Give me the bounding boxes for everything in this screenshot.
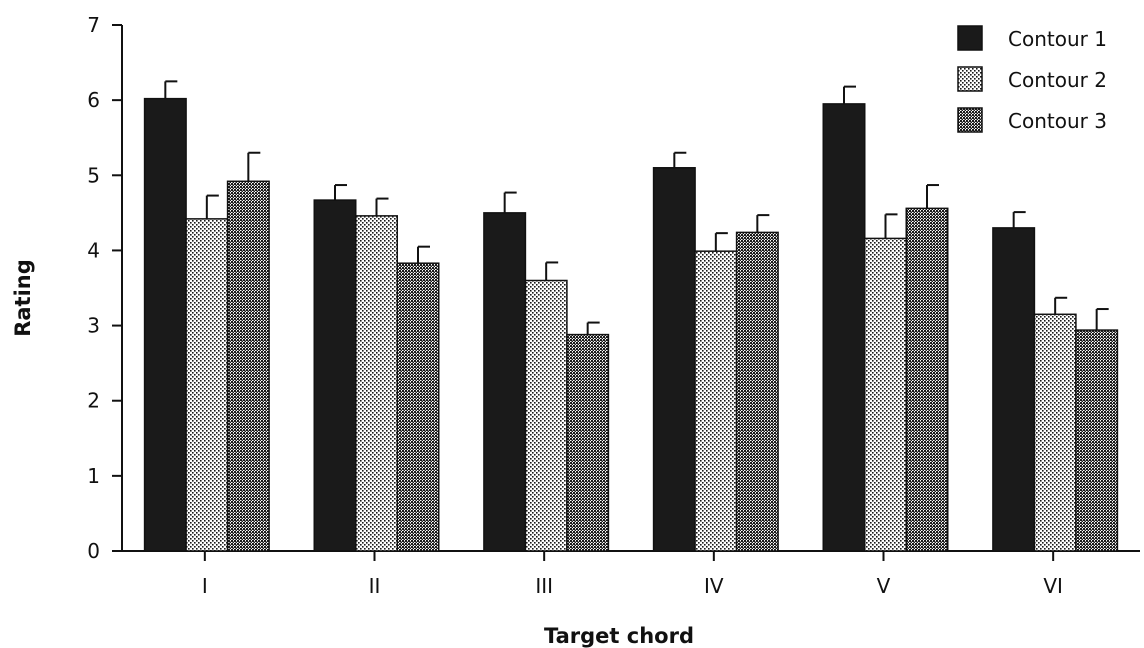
y-axis-label: Rating [11, 259, 35, 337]
legend-label: Contour 2 [1008, 68, 1107, 92]
bar-group-IV [652, 151, 779, 552]
bar-contour-3-VI [1075, 329, 1119, 552]
x-tick-label: V [877, 574, 891, 598]
bar-group-V [822, 85, 949, 552]
bar-contour-2-III [524, 279, 568, 552]
y-tick-label: 2 [87, 389, 100, 413]
bar-contour-2-II [355, 215, 398, 552]
bar-contour-1-III [483, 212, 527, 552]
bar-contour-1-I [143, 97, 187, 552]
y-tick-label: 1 [87, 464, 100, 488]
y-tick-label: 7 [87, 13, 100, 37]
bar-contour-3-II [396, 262, 440, 552]
bar-contour-1-V [822, 103, 866, 552]
bar-contour-2-V [864, 237, 907, 552]
legend-swatch [957, 66, 983, 92]
bar-contour-2-I [185, 218, 229, 552]
bar-contour-1-VI [992, 227, 1036, 552]
x-tick-label: II [369, 574, 381, 598]
x-axis-label: Target chord [544, 624, 694, 648]
legend-item-1: Contour 1 [957, 25, 1107, 51]
y-tick-label: 0 [87, 539, 100, 563]
x-tick-label: III [535, 574, 553, 598]
x-tick-label: I [202, 574, 208, 598]
legend-swatch [957, 107, 983, 133]
y-tick-label: 3 [87, 314, 100, 338]
legend-item-2: Contour 2 [957, 66, 1107, 92]
y-tick-label: 6 [87, 88, 100, 112]
legend-swatch [957, 25, 983, 51]
bar-group-VI [992, 211, 1119, 552]
legend-item-3: Contour 3 [957, 107, 1107, 133]
bar-group-I [143, 80, 270, 552]
bar-contour-3-IV [735, 231, 779, 552]
bar-contour-3-V [905, 207, 949, 552]
bars [143, 80, 1119, 552]
y-tick-label: 5 [87, 163, 100, 187]
bar-contour-2-IV [694, 250, 738, 552]
bar-group-II [313, 184, 440, 552]
legend-label: Contour 3 [1008, 109, 1107, 133]
bar-contour-1-IV [652, 167, 696, 552]
legend: Contour 1 Contour 2 Contour 3 [957, 25, 1107, 133]
bar-contour-2-VI [1033, 313, 1077, 552]
x-tick-label: IV [704, 574, 724, 598]
bar-contour-3-I [226, 180, 270, 552]
x-tick-label: VI [1043, 574, 1063, 598]
y-tick-label: 4 [87, 238, 100, 262]
bar-contour-3-III [566, 333, 610, 552]
legend-label: Contour 1 [1008, 27, 1107, 51]
bar-group-III [483, 191, 610, 552]
bar-contour-1-II [313, 199, 357, 552]
